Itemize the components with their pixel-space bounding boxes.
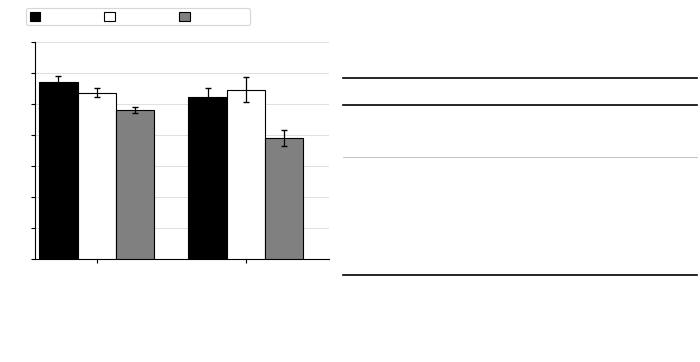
Bar xyxy=(227,90,265,259)
Bar xyxy=(39,82,78,259)
Bar xyxy=(265,138,303,259)
Legend: 利用1年目, 利用2年目, 利用3年目: 利用1年目, 利用2年目, 利用3年目 xyxy=(25,8,250,25)
Bar xyxy=(188,97,227,259)
Bar xyxy=(116,110,154,259)
Bar xyxy=(78,93,116,259)
